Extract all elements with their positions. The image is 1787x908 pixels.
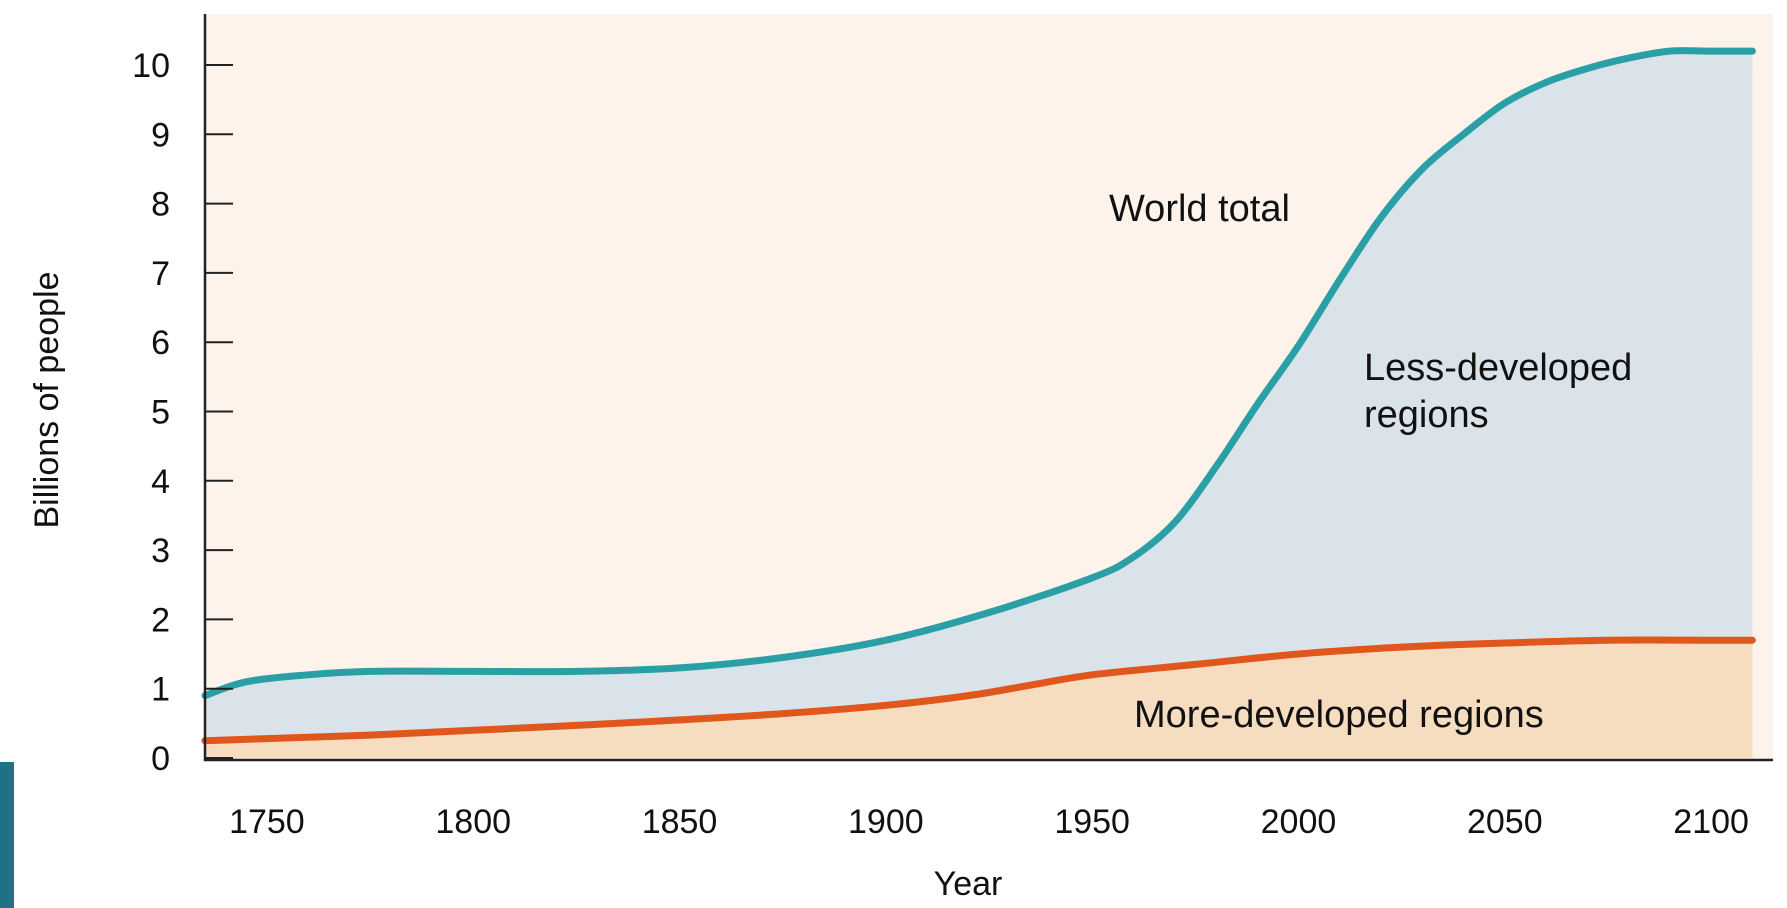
axes <box>203 14 1773 762</box>
y-tick-label: 8 <box>151 186 170 224</box>
more-developed-line <box>201 636 1756 745</box>
y-tick-label: 7 <box>151 255 170 293</box>
x-tick-label: 1850 <box>642 803 718 841</box>
y-tick-label: 2 <box>151 601 170 639</box>
x-tick-label: 2000 <box>1261 803 1337 841</box>
x-tick-label: 2050 <box>1467 803 1543 841</box>
side-accent-bar <box>0 762 14 908</box>
y-ticks: 0 1 2 3 4 5 6 7 8 9 10 <box>132 47 233 778</box>
more-developed-area <box>205 639 1753 758</box>
x-tick-label: 1950 <box>1054 803 1130 841</box>
y-tick-label: 9 <box>151 116 170 154</box>
world-total-line <box>201 47 1756 700</box>
axis-lines <box>203 14 1773 762</box>
y-tick-label: 3 <box>151 532 170 570</box>
less-developed-label-line1: Less-developed <box>1364 347 1632 389</box>
y-tick-label: 10 <box>132 47 170 85</box>
x-tick-label: 1900 <box>848 803 924 841</box>
x-tick-label: 2100 <box>1673 803 1749 841</box>
y-tick-label: 6 <box>151 324 170 362</box>
less-developed-label-line2: regions <box>1364 394 1489 436</box>
x-ticks: 1750 1800 1850 1900 1950 2000 2050 2100 <box>229 803 1749 841</box>
y-tick-label: 4 <box>151 463 170 501</box>
y-tick-label: 0 <box>151 740 170 778</box>
world-total-label: World total <box>1109 188 1290 230</box>
y-tick-label: 1 <box>151 671 170 709</box>
x-axis-label: Year <box>934 865 1003 903</box>
more-developed-label: More-developed regions <box>1134 694 1544 736</box>
less-developed-area <box>205 50 1753 759</box>
x-tick-label: 1800 <box>435 803 511 841</box>
y-tick-label: 5 <box>151 394 170 432</box>
y-axis-label: Billions of people <box>28 271 66 528</box>
x-tick-label: 1750 <box>229 803 305 841</box>
